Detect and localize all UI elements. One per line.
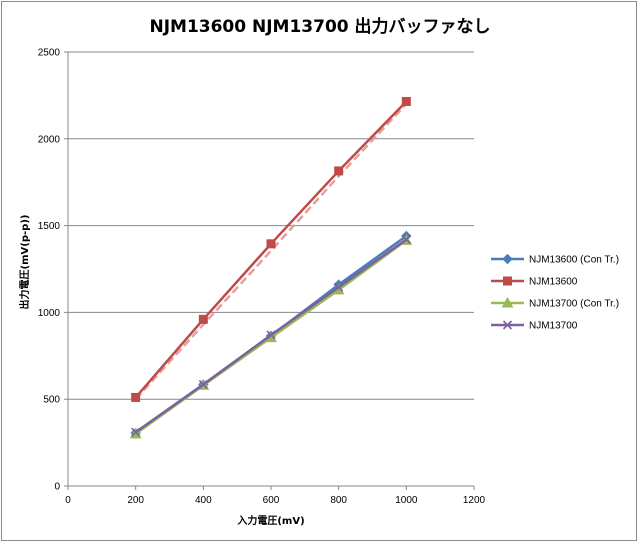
y-tick-label: 0	[54, 482, 60, 493]
data-point-3-2	[266, 330, 276, 340]
legend-label: NJM13600 (Con Tr.)	[529, 255, 619, 266]
y-axis-label: 出力電圧(mV(p-p))	[18, 215, 31, 310]
data-point-3-4-stroke	[401, 234, 411, 245]
data-point-1-2	[266, 239, 276, 249]
y-tick-label: 1000	[38, 308, 61, 319]
legend-swatch-marker	[502, 253, 513, 265]
x-tick-labels: 0 200 400 600 800 1000 1200	[65, 495, 485, 506]
x-tick-label: 600	[263, 495, 280, 506]
data-point-1-1	[198, 314, 208, 324]
legend-swatch-marker	[502, 320, 513, 330]
data-point-3-0-stroke	[131, 427, 141, 437]
legend-label: NJM13700	[529, 321, 578, 332]
legend-item-2: NJM13700 (Con Tr.)	[491, 296, 619, 310]
x-tick-label: 400	[195, 495, 212, 506]
legend-swatch-marker-stroke	[502, 320, 513, 330]
y-tick-label: 1500	[38, 221, 61, 232]
y-tick-label: 500	[43, 395, 60, 406]
data-point-3-4	[401, 234, 411, 245]
legend-label: NJM13600	[529, 277, 578, 288]
chart-title: NJM13600 NJM13700 出力バッファなし	[149, 16, 490, 37]
data-point-1-3	[334, 166, 344, 176]
x-tick-label: 200	[127, 495, 144, 506]
data-point-3-0	[131, 427, 141, 437]
x-tick-label: 1200	[463, 495, 486, 506]
y-tick-labels: 0 500 1000 1500 2000 2500	[38, 48, 61, 493]
data-point-1-4	[401, 96, 411, 106]
data-point-3-2-stroke	[266, 330, 276, 340]
data-point-3-1	[198, 379, 208, 390]
x-tick-label: 0	[65, 495, 71, 506]
y-tick-label: 2000	[38, 134, 61, 145]
data-point-3-1-stroke	[198, 379, 208, 390]
legend-label: NJM13700 (Con Tr.)	[529, 299, 619, 310]
x-tick-label: 800	[330, 495, 347, 506]
legend: NJM13600 (Con Tr.) NJM13600 NJM13700 (Con …	[491, 253, 619, 332]
data-point-1-0	[131, 392, 141, 402]
y-tick-label: 2500	[38, 48, 61, 59]
x-axis-label: 入力電圧(mV)	[237, 514, 304, 527]
data-point-3-3	[334, 282, 344, 292]
legend-swatch-marker	[503, 276, 512, 286]
legend-swatch-marker	[501, 296, 514, 308]
series-line-4	[134, 103, 408, 401]
series-group	[129, 96, 413, 439]
legend-item-0: NJM13600 (Con Tr.)	[491, 253, 619, 266]
x-tick-label: 1000	[395, 495, 418, 506]
axes	[64, 51, 475, 490]
legend-item-3: NJM13700	[491, 320, 578, 332]
data-point-3-3-stroke	[334, 282, 344, 292]
legend-item-1: NJM13600	[491, 276, 578, 288]
grid-lines	[68, 51, 474, 400]
